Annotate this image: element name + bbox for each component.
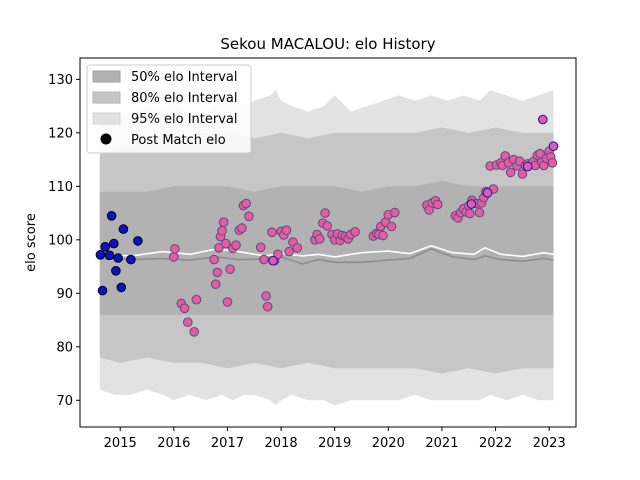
legend-label-80: 80% elo Interval [131,91,238,106]
pink-point [284,246,294,257]
pink-point [255,242,266,253]
pink-point [378,230,388,241]
pink-point [183,317,193,328]
blue-point [133,236,143,246]
legend-label-post-match: Post Match elo [131,133,226,148]
y-axis: 70 80 90 100 110 120 130 [48,73,80,409]
pink-point [169,252,179,262]
chart-title: Sekou MACALOU: elo History [220,35,435,53]
x-tick-label: 2017 [211,436,244,451]
pink-point [218,217,229,227]
pink-point [350,227,360,237]
pink-point [386,221,397,232]
legend-box [86,64,252,154]
blue-point [95,250,106,260]
blue-point [97,285,108,296]
blue-point [118,224,129,234]
legend-marker-post-match [100,133,112,145]
y-tick-label: 80 [56,340,73,355]
pink-point [281,225,292,235]
pink-point [191,294,202,305]
pink-point [210,279,221,290]
x-axis: 2015 2016 2017 2018 2019 2020 2021 2022 2023 [104,427,566,451]
pink-navy-point [522,161,533,172]
blue-point [100,242,110,252]
pink-point [261,291,271,301]
y-tick-label: 130 [48,73,73,88]
pink-point [547,158,558,168]
y-tick-label: 70 [56,394,73,409]
pink-point [209,254,219,265]
pink-point [221,238,231,249]
x-tick-label: 2019 [318,436,351,451]
blue-point [116,282,127,293]
y-tick-label: 110 [48,180,73,195]
pink-point [273,249,283,260]
blue-point [106,211,117,221]
pink-point [244,211,254,222]
line-white-series [99,244,554,258]
pink-point [259,254,269,265]
blue-point [109,238,119,249]
x-tick-label: 2022 [479,436,512,451]
y-axis-label: elo score [24,213,39,272]
pink-navy-point [548,141,559,151]
pink-point [474,207,485,218]
pink-point [390,207,400,218]
legend-label-95: 95% elo Interval [131,112,238,127]
legend-swatch-80 [92,91,121,104]
blue-point [126,254,136,265]
y-tick-label: 90 [56,287,73,302]
blue-point [111,266,121,276]
pink-navy-point [268,255,278,266]
pink-point [432,199,443,210]
plot-frame [79,57,577,428]
y-tick-label: 120 [48,126,73,141]
blue-point [104,250,115,261]
pink-point [241,198,251,209]
trend-lines [99,244,554,265]
pink-point [170,244,180,254]
pink-point [189,327,199,337]
pink-point [225,264,235,275]
legend-label-50: 50% elo Interval [131,70,238,85]
x-tick-label: 2020 [372,436,405,451]
pink-point [237,223,247,233]
legend-swatch-95 [92,112,121,125]
blue-point [113,253,123,263]
pink-point [231,240,241,250]
legend-swatch-50 [92,70,121,83]
x-tick-label: 2015 [104,436,137,451]
x-tick-label: 2016 [157,436,190,451]
pink-point [465,208,475,219]
pink-point [292,243,303,253]
pink-point [320,208,330,218]
x-tick-label: 2021 [425,436,458,451]
pink-navy-point [482,188,493,198]
data-points [95,114,559,337]
x-tick-label: 2018 [265,436,298,451]
x-tick-label: 2023 [533,436,566,451]
pink-point [505,167,516,178]
line-gray-series [99,248,554,265]
pink-point [212,267,223,278]
pink-point [179,303,190,314]
pink-point [217,225,227,236]
pink-point [214,243,224,253]
interval-bands [99,90,554,406]
pink-point [517,169,528,179]
pink-navy-point [538,114,548,125]
pink-navy-point [466,199,477,209]
pink-point [314,234,325,244]
pink-point [262,301,273,312]
pink-point [222,297,233,307]
legend: 50% elo Interval 80% elo Interval 95% el… [86,64,252,154]
pink-point [267,227,277,238]
y-tick-label: 100 [48,233,73,248]
pink-point [322,221,333,231]
